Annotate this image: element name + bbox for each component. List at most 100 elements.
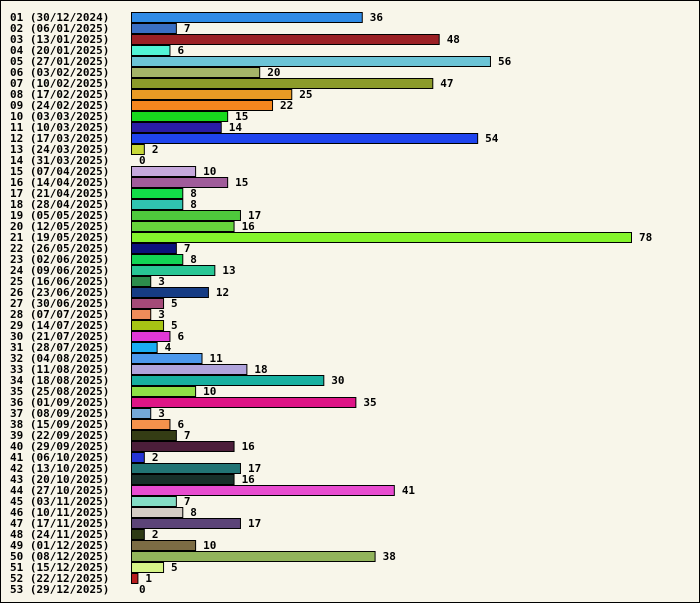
category-label: 02 (06/01/2025) [10,22,109,35]
value-label: 0 [139,154,146,167]
value-label: 10 [203,539,216,552]
bar [131,276,152,287]
category-label: 46 (10/11/2025) [10,506,109,519]
bar [131,166,197,177]
bar [131,89,293,100]
value-label: 36 [370,11,384,24]
bar [131,364,248,375]
bar [131,408,152,419]
category-label: 20 (12/05/2025) [10,220,109,233]
bar [131,287,209,298]
value-label: 17 [248,517,261,530]
bar [131,199,184,210]
category-label: 15 (07/04/2025) [10,165,109,178]
category-label: 30 (21/07/2025) [10,330,109,343]
value-label: 30 [331,374,344,387]
bar [131,111,229,122]
value-label: 3 [158,275,165,288]
category-label: 26 (23/06/2025) [10,286,109,299]
bar [131,133,479,144]
value-label: 16 [242,440,256,453]
bar [131,67,261,78]
bar [131,188,184,199]
category-label: 14 (31/03/2025) [10,154,109,167]
category-label: 13 (24/03/2025) [10,143,109,156]
category-label: 19 (05/05/2025) [10,209,109,222]
value-label: 17 [248,209,261,222]
bar [131,78,434,89]
bar [131,100,274,111]
category-label: 07 (10/02/2025) [10,77,109,90]
bar [131,177,229,188]
bar [131,210,241,221]
bar [131,507,184,518]
bar [131,12,363,23]
value-label: 13 [222,264,235,277]
value-label: 8 [190,506,197,519]
value-label: 7 [184,495,191,508]
bar [131,309,152,320]
bar [131,529,145,540]
category-label: 25 (16/06/2025) [10,275,109,288]
bar [131,122,222,133]
value-label: 78 [639,231,652,244]
value-label: 3 [158,407,165,420]
bar [131,375,325,386]
value-label: 11 [210,352,224,365]
value-label: 16 [242,473,256,486]
bar [131,562,165,573]
category-label: 53 (29/12/2025) [10,583,109,596]
bar [131,353,203,364]
value-label: 25 [299,88,312,101]
category-label: 39 (22/09/2025) [10,429,109,442]
category-label: 05 (27/01/2025) [10,55,109,68]
category-label: 09 (24/02/2025) [10,99,109,112]
bar [131,474,235,485]
category-label: 21 (19/05/2025) [10,231,109,244]
bar [131,320,165,331]
category-label: 32 (04/08/2025) [10,352,109,365]
value-label: 7 [184,242,191,255]
category-label: 42 (13/10/2025) [10,462,109,475]
category-label: 08 (17/02/2025) [10,88,109,101]
category-label: 43 (20/10/2025) [10,473,109,486]
value-label: 6 [177,44,184,57]
category-label: 48 (24/11/2025) [10,528,109,541]
category-label: 33 (11/08/2025) [10,363,109,376]
bar [131,144,145,155]
bar [131,518,241,529]
value-label: 5 [171,319,178,332]
value-label: 15 [235,110,248,123]
value-label: 17 [248,462,261,475]
category-label: 45 (03/11/2025) [10,495,109,508]
bar [131,485,395,496]
value-label: 2 [152,143,159,156]
value-label: 56 [498,55,512,68]
category-label: 16 (14/04/2025) [10,176,109,189]
value-label: 15 [235,176,248,189]
value-label: 6 [177,330,184,343]
value-label: 14 [229,121,243,134]
category-label: 41 (06/10/2025) [10,451,109,464]
value-label: 2 [152,528,159,541]
category-label: 28 (07/07/2025) [10,308,109,321]
value-label: 5 [171,297,178,310]
category-label: 40 (29/09/2025) [10,440,109,453]
value-label: 7 [184,22,191,35]
value-label: 10 [203,165,216,178]
category-label: 23 (02/06/2025) [10,253,109,266]
value-label: 38 [383,550,396,563]
bar [131,23,177,34]
value-label: 41 [402,484,416,497]
value-label: 18 [254,363,267,376]
bar [131,551,376,562]
bar [131,56,491,67]
bar [131,419,171,430]
bar [131,386,197,397]
value-label: 54 [485,132,499,145]
category-label: 36 (01/09/2025) [10,396,109,409]
value-label: 35 [363,396,376,409]
value-label: 48 [447,33,460,46]
